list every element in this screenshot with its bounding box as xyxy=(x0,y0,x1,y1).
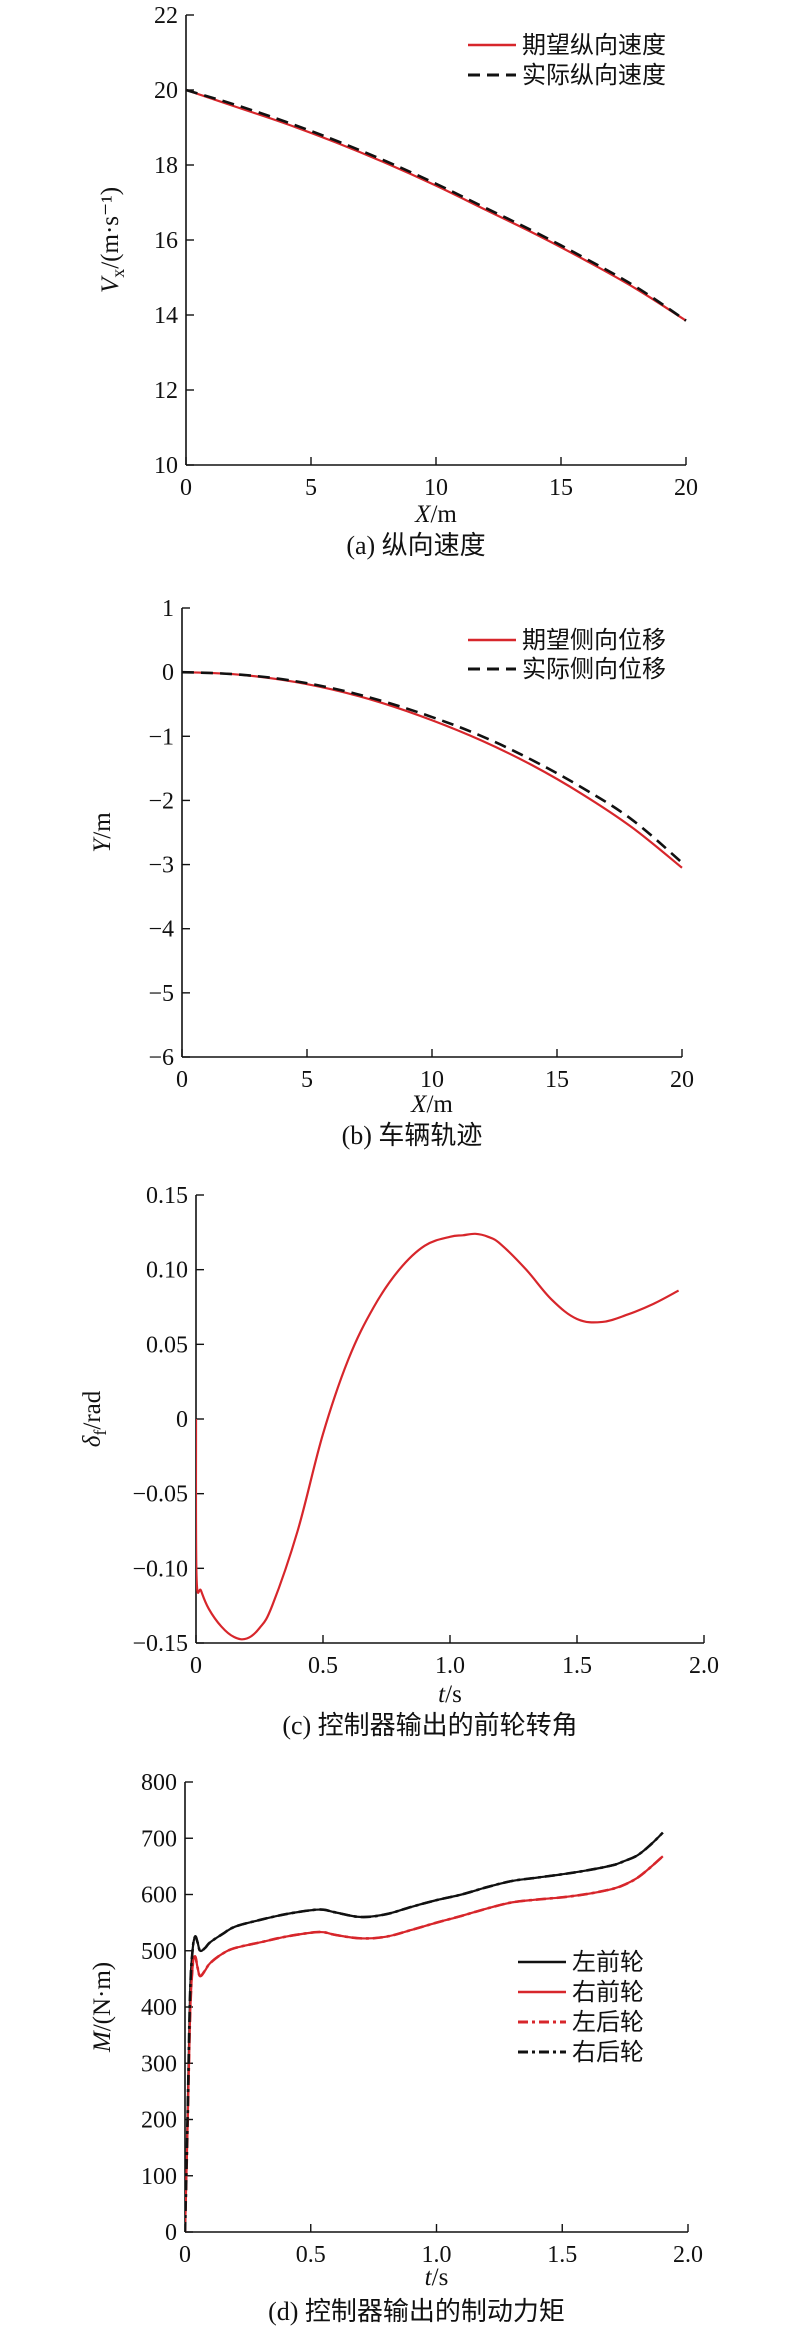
series-line-2 xyxy=(182,670,683,864)
x-tick-label: 0 xyxy=(190,1653,202,1679)
chart-panel-2: 0 5 10 15 20 −6 −5 −4 −3 −2 −1 0 1 X/m Y/m (b) 车辆轨迹 期望侧向… xyxy=(89,596,694,1150)
x-axis-label: t/s xyxy=(425,2264,449,2291)
x-tick-label: 20 xyxy=(674,475,698,501)
chart-panel-1: 0 5 10 15 20 10 12 14 16 18 20 22 X/m Vx/(m·s⁻¹) (a) 纵… xyxy=(97,3,698,560)
series-line-1 xyxy=(182,671,683,869)
y-tick-label: −5 xyxy=(148,981,174,1007)
y-tick-label: 0 xyxy=(165,2220,177,2246)
x-tick-label: 1.0 xyxy=(435,1653,465,1679)
x-tick-label: 1.0 xyxy=(422,2242,452,2268)
legend-label: 期望纵向速度 xyxy=(522,32,666,59)
y-tick-label: 0.05 xyxy=(146,1332,188,1358)
y-tick-label: −4 xyxy=(148,917,174,943)
y-tick-label: 300 xyxy=(141,2051,177,2077)
y-axis-label: δf/rad xyxy=(79,1390,110,1447)
y-tick-label: −0.05 xyxy=(132,1482,188,1508)
x-tick-label: 0 xyxy=(180,475,192,501)
chart-panel-3: 0 0.5 1.0 1.5 2.0 −0.15 −0.10 −0.05 0 0.05 0.10 0.1… xyxy=(79,1183,719,1740)
y-tick-label: 10 xyxy=(154,453,178,479)
x-axis-label: t/s xyxy=(438,1681,462,1708)
legend-label: 期望侧向位移 xyxy=(522,627,666,654)
x-tick-label: 0 xyxy=(179,2242,191,2268)
x-tick-label: 1.5 xyxy=(562,1653,592,1679)
y-tick-label: −0.10 xyxy=(132,1556,188,1582)
y-tick-label: −3 xyxy=(148,853,174,879)
y-tick-label: 14 xyxy=(154,303,178,329)
y-axis-label: Vx/(m·s⁻¹) xyxy=(97,187,128,293)
series-line-3 xyxy=(185,1855,664,2232)
series-line-1 xyxy=(196,1232,680,1641)
legend-label: 右前轮 xyxy=(572,1979,644,2006)
y-tick-label: 500 xyxy=(141,1939,177,1965)
y-tick-label: 100 xyxy=(141,2164,177,2190)
x-axis-label: X/m xyxy=(410,1091,453,1118)
y-tick-label: −6 xyxy=(148,1045,174,1071)
y-tick-label: 20 xyxy=(154,78,178,104)
series-line-2 xyxy=(186,88,687,322)
legend-label: 实际侧向位移 xyxy=(522,656,666,683)
y-tick-label: −1 xyxy=(148,724,174,750)
y-axis-label: M/(N·m) xyxy=(89,1962,116,2053)
chart-caption: (c) 控制器输出的前轮转角 xyxy=(282,1711,577,1740)
chart-caption: (d) 控制器输出的制动力矩 xyxy=(268,2297,565,2326)
y-tick-label: 0.15 xyxy=(146,1183,188,1209)
chart-caption: (a) 纵向速度 xyxy=(346,531,485,560)
x-tick-label: 5 xyxy=(301,1067,313,1093)
y-tick-label: 16 xyxy=(154,228,178,254)
y-tick-label: −0.15 xyxy=(132,1631,188,1657)
series-line-1 xyxy=(186,88,687,322)
x-tick-label: 15 xyxy=(545,1067,569,1093)
x-tick-label: 0 xyxy=(176,1067,188,1093)
y-tick-label: 0.10 xyxy=(146,1258,188,1284)
x-tick-label: 20 xyxy=(670,1067,694,1093)
y-tick-label: 400 xyxy=(141,1995,177,2021)
x-tick-label: 0.5 xyxy=(308,1653,338,1679)
x-tick-label: 2.0 xyxy=(689,1653,719,1679)
y-tick-label: −2 xyxy=(148,788,174,814)
y-tick-label: 18 xyxy=(154,153,178,179)
legend-label: 左前轮 xyxy=(572,1949,644,1976)
chart-panel-4: 0 0.5 1.0 1.5 2.0 0 100 200 300 400 500 600 700 800 t/… xyxy=(89,1770,703,2326)
x-tick-label: 2.0 xyxy=(673,2242,703,2268)
legend-label: 实际纵向速度 xyxy=(522,62,666,89)
y-tick-label: 12 xyxy=(154,378,178,404)
legend-label: 左后轮 xyxy=(572,2009,644,2036)
x-tick-label: 0.5 xyxy=(296,2242,326,2268)
chart-caption: (b) 车辆轨迹 xyxy=(342,1121,483,1150)
legend-label: 右后轮 xyxy=(572,2039,644,2066)
y-tick-label: 0 xyxy=(162,660,174,686)
x-axis-label: X/m xyxy=(414,501,457,528)
x-tick-label: 1.5 xyxy=(547,2242,577,2268)
x-tick-label: 15 xyxy=(549,475,573,501)
y-tick-label: 0 xyxy=(176,1407,188,1433)
y-tick-label: 1 xyxy=(162,596,174,622)
y-tick-label: 200 xyxy=(141,2108,177,2134)
y-axis-label: Y/m xyxy=(89,812,116,853)
y-tick-label: 700 xyxy=(141,1826,177,1852)
series-line-4 xyxy=(185,1831,664,2232)
y-tick-label: 600 xyxy=(141,1883,177,1909)
y-tick-label: 800 xyxy=(141,1770,177,1796)
x-tick-label: 10 xyxy=(424,475,448,501)
x-tick-label: 10 xyxy=(420,1067,444,1093)
y-tick-label: 22 xyxy=(154,3,178,29)
x-tick-label: 5 xyxy=(305,475,317,501)
